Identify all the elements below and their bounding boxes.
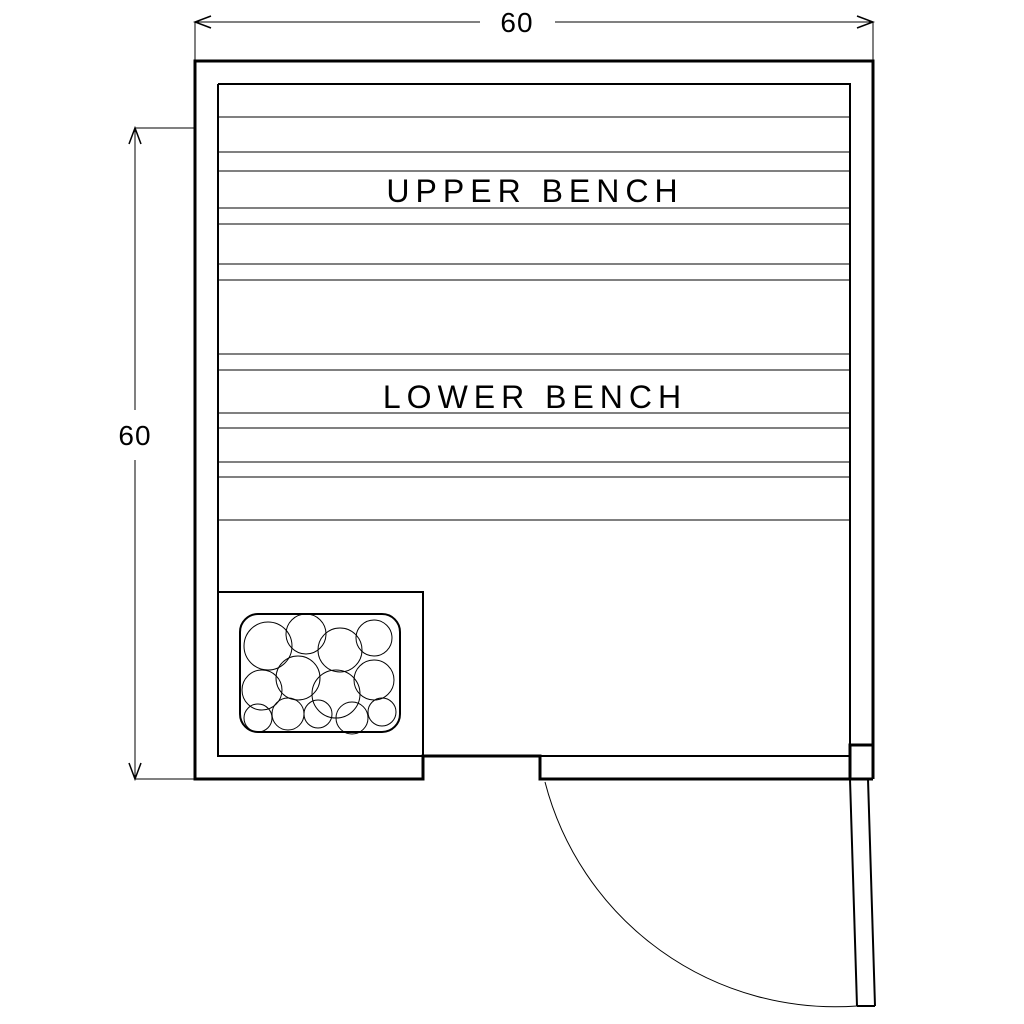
dimension-height: 60 xyxy=(118,128,195,779)
lower-bench-label: LOWER BENCH xyxy=(383,379,687,415)
sauna-floorplan: 60 60 UPPER BENCH LOWER BENCH xyxy=(0,0,1024,1024)
room-walls xyxy=(195,61,873,779)
dimension-width-label: 60 xyxy=(500,7,533,38)
dimension-height-label: 60 xyxy=(118,420,151,451)
heater xyxy=(218,592,423,756)
dimension-width: 60 xyxy=(195,7,873,61)
upper-bench-label: UPPER BENCH xyxy=(386,173,683,209)
door-swing xyxy=(545,745,875,1007)
